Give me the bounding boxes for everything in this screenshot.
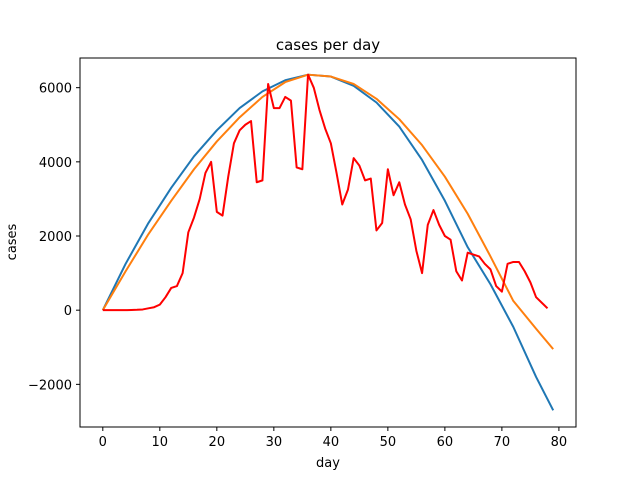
y-tick-label: 6000 [39, 82, 72, 97]
series-line-3 [102, 73, 549, 312]
x-tick-label: 80 [551, 435, 568, 450]
y-tick-label: 2000 [39, 230, 72, 245]
y-axis-label: cases [5, 223, 20, 260]
x-tick-label: 40 [323, 435, 340, 450]
series-layer [101, 73, 555, 411]
plot-frame [79, 57, 577, 428]
x-tick-label: 10 [152, 435, 169, 450]
y-tick-label: 4000 [39, 156, 72, 171]
x-tick-label: 30 [266, 435, 283, 450]
x-tick-label: 0 [99, 435, 107, 450]
y-axis: −2000 0 2000 4000 6000 [28, 82, 80, 393]
y-tick-label: 0 [64, 304, 72, 319]
y-tick-label: −2000 [28, 378, 72, 393]
x-axis: 0 10 20 30 40 50 60 70 80 [99, 427, 568, 450]
series-line-2 [101, 73, 554, 350]
x-axis-label: day [316, 456, 340, 471]
x-tick-label: 50 [380, 435, 397, 450]
x-tick-label: 20 [209, 435, 226, 450]
x-tick-label: 70 [494, 435, 511, 450]
chart-title: cases per day [276, 36, 380, 54]
x-tick-label: 60 [437, 435, 454, 450]
